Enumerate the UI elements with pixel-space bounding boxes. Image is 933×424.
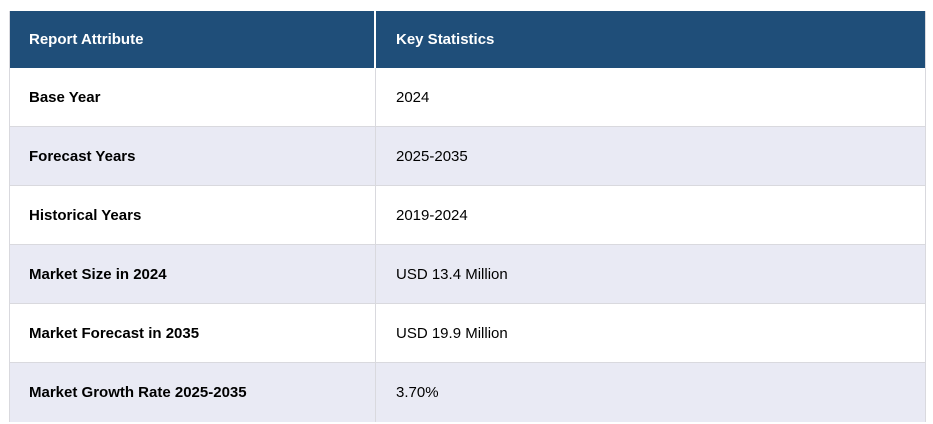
table-row-market-size: Market Size in 2024 USD 13.4 Million bbox=[10, 245, 925, 304]
value-cell: 2025-2035 bbox=[396, 147, 468, 165]
table-row-market-forecast: Market Forecast in 2035 USD 19.9 Million bbox=[10, 304, 925, 363]
table-row-forecast-years: Forecast Years 2025-2035 bbox=[10, 127, 925, 186]
attribute-cell: Historical Years bbox=[10, 186, 376, 244]
table-header-row: Report Attribute Key Statistics bbox=[10, 11, 925, 68]
value-cell: USD 19.9 Million bbox=[396, 324, 508, 342]
column-header-key-statistics: Key Statistics bbox=[396, 31, 495, 48]
report-summary-table: Report Attribute Key Statistics Base Yea… bbox=[9, 11, 926, 422]
attribute-cell: Forecast Years bbox=[10, 127, 376, 185]
value-cell: 2024 bbox=[396, 88, 430, 106]
attribute-cell: Base Year bbox=[10, 68, 376, 126]
value-cell: USD 13.4 Million bbox=[396, 265, 508, 283]
value-cell: 2019-2024 bbox=[396, 206, 468, 224]
table-row-growth-rate: Market Growth Rate 2025-2035 3.70% bbox=[10, 363, 925, 422]
column-header-report-attribute: Report Attribute bbox=[10, 11, 376, 68]
attribute-cell: Market Size in 2024 bbox=[10, 245, 376, 303]
value-cell: 3.70% bbox=[396, 384, 439, 401]
table-row-historical-years: Historical Years 2019-2024 bbox=[10, 186, 925, 245]
attribute-cell: Market Forecast in 2035 bbox=[10, 304, 376, 362]
table-row-base-year: Base Year 2024 bbox=[10, 68, 925, 127]
attribute-cell: Market Growth Rate 2025-2035 bbox=[10, 363, 376, 422]
